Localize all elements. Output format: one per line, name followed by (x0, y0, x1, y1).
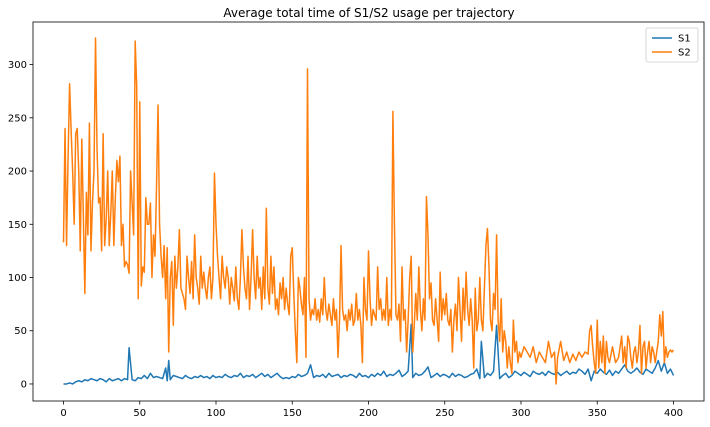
x-tick-label: 0 (60, 408, 66, 419)
y-tick-label: 150 (8, 220, 27, 231)
y-tick-label: 250 (8, 113, 27, 124)
x-tick-label: 50 (133, 408, 146, 419)
y-tick-label: 300 (8, 60, 27, 71)
series-line-s2 (62, 37, 675, 385)
y-tick-label: 50 (14, 326, 27, 337)
plot-frame (32, 21, 705, 402)
y-tick-label: 200 (8, 167, 27, 178)
x-tick-label: 250 (435, 408, 454, 419)
y-tick-label: 0 (21, 379, 27, 390)
chart-title: Average total time of S1/S2 usage per tr… (223, 6, 514, 20)
series-layer (62, 37, 675, 385)
x-tick-label: 100 (206, 408, 225, 419)
x-tick-label: 350 (588, 408, 607, 419)
legend-label-s1: S1 (678, 34, 691, 45)
plot-area (62, 37, 675, 385)
x-tick-label: 150 (283, 408, 302, 419)
legend-label-s2: S2 (678, 48, 691, 59)
axis-ticks: 0 50 100 150 200 250 300 350 400 0 50 100 150 200 250 3… (8, 60, 683, 419)
x-tick-label: 400 (664, 408, 683, 419)
x-tick-label: 200 (359, 408, 378, 419)
legend-box (645, 27, 699, 63)
x-tick-label: 300 (511, 408, 530, 419)
series-line-s1 (63, 323, 675, 385)
y-tick-label: 100 (8, 273, 27, 284)
